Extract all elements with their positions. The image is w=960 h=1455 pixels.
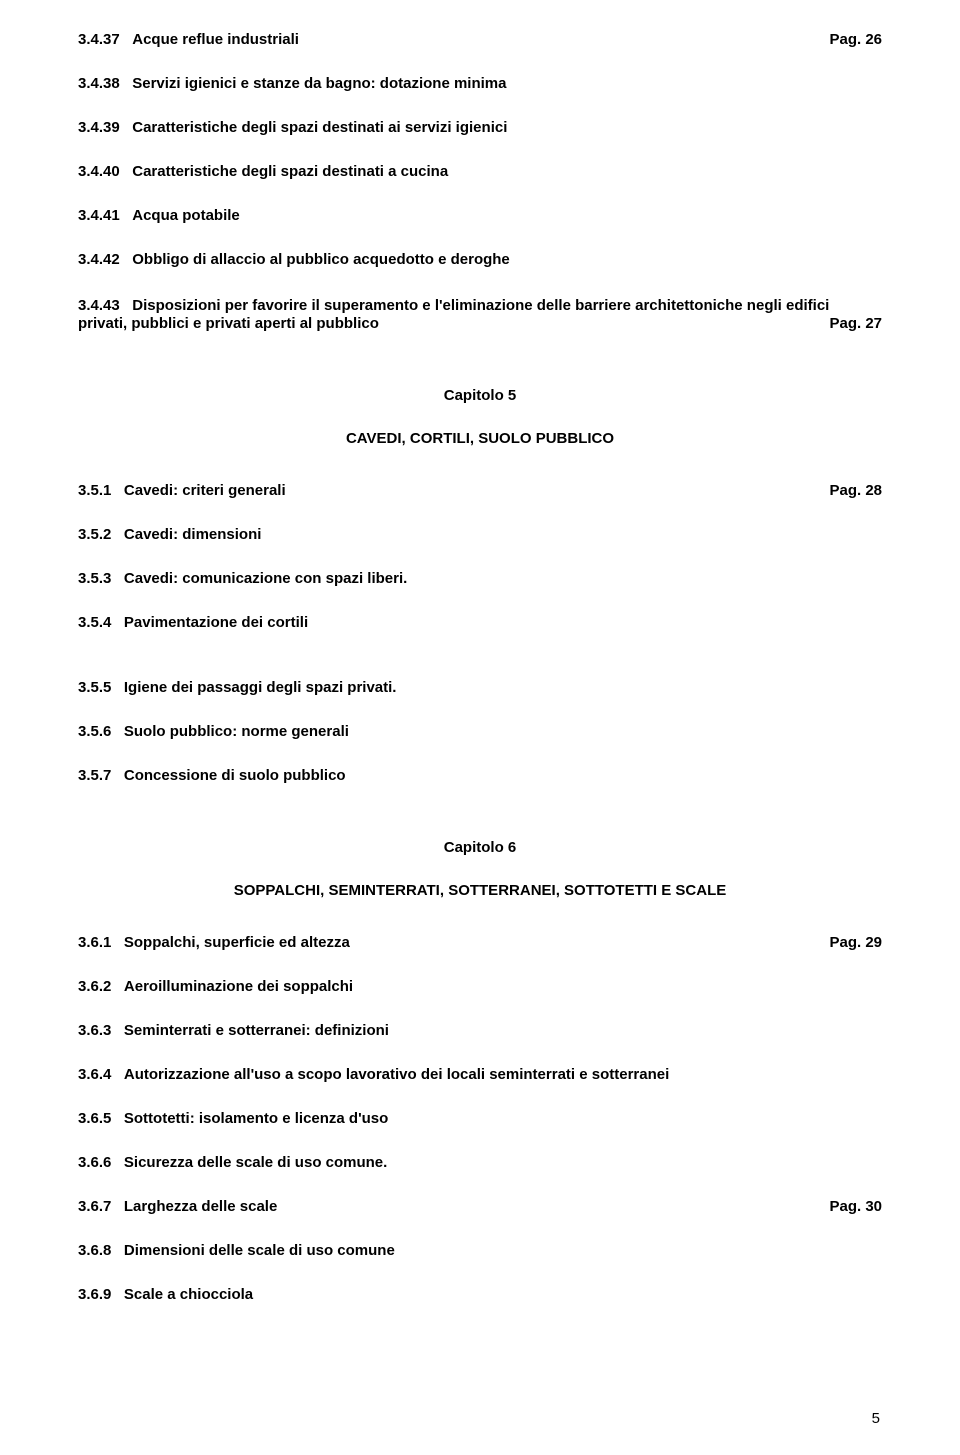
toc-title: Cavedi: dimensioni — [124, 526, 262, 543]
toc-row: 3.5.1 Cavedi: criteri generali Pag. 28 — [78, 483, 882, 498]
toc-row: 3.4.39 Caratteristiche degli spazi desti… — [78, 120, 882, 135]
toc-title: Cavedi: criteri generali — [124, 482, 286, 499]
toc-number: 3.6.6 — [78, 1155, 111, 1170]
toc-title: Autorizzazione all'uso a scopo lavorativ… — [124, 1066, 669, 1083]
toc-number: 3.5.3 — [78, 571, 111, 586]
toc-row: 3.4.37 Acque reflue industriali Pag. 26 — [78, 32, 882, 47]
toc-number: 3.5.2 — [78, 527, 111, 542]
toc-title: Cavedi: comunicazione con spazi liberi. — [124, 570, 407, 587]
toc-number: 3.5.5 — [78, 680, 111, 695]
toc-row: 3.6.8 Dimensioni delle scale di uso comu… — [78, 1243, 882, 1258]
toc-row: 3.6.7 Larghezza delle scale Pag. 30 — [78, 1199, 882, 1214]
toc-number: 3.6.3 — [78, 1023, 111, 1038]
chapter-title: SOPPALCHI, SEMINTERRATI, SOTTERRANEI, SO… — [78, 882, 882, 899]
toc-page: Pag. 29 — [813, 935, 882, 950]
toc-title-line1: Disposizioni per favorire il superamento… — [132, 297, 829, 314]
toc-row: 3.5.4 Pavimentazione dei cortili — [78, 615, 882, 630]
toc-title: Caratteristiche degli spazi destinati ai… — [132, 119, 507, 136]
toc-number: 3.6.7 — [78, 1199, 111, 1214]
chapter-number: Capitolo 5 — [78, 387, 882, 404]
toc-row: 3.5.6 Suolo pubblico: norme generali — [78, 724, 882, 739]
toc-row: 3.6.9 Scale a chiocciola — [78, 1287, 882, 1302]
toc-row: 3.5.7 Concessione di suolo pubblico — [78, 768, 882, 783]
toc-row: 3.6.3 Seminterrati e sotterranei: defini… — [78, 1023, 882, 1038]
toc-title: Seminterrati e sotterranei: definizioni — [124, 1022, 389, 1039]
toc-number: 3.4.38 — [78, 76, 120, 91]
toc-number: 3.4.41 — [78, 208, 120, 223]
toc-page: Pag. 26 — [813, 32, 882, 47]
toc-title: Caratteristiche degli spazi destinati a … — [132, 163, 448, 180]
toc-row: 3.5.5 Igiene dei passaggi degli spazi pr… — [78, 680, 882, 695]
toc-row: 3.6.4 Autorizzazione all'uso a scopo lav… — [78, 1067, 882, 1082]
toc-row: 3.4.40 Caratteristiche degli spazi desti… — [78, 164, 882, 179]
toc-title: Sicurezza delle scale di uso comune. — [124, 1154, 387, 1171]
page: 3.4.37 Acque reflue industriali Pag. 26 … — [0, 0, 960, 1455]
toc-number: 3.4.43 — [78, 296, 120, 316]
toc-number: 3.5.1 — [78, 483, 111, 498]
toc-row: 3.4.38 Servizi igienici e stanze da bagn… — [78, 76, 882, 91]
toc-number: 3.6.2 — [78, 979, 111, 994]
toc-row: 3.4.41 Acqua potabile — [78, 208, 882, 223]
toc-row: 3.5.2 Cavedi: dimensioni — [78, 527, 882, 542]
toc-row: 3.6.1 Soppalchi, superficie ed altezza P… — [78, 935, 882, 950]
toc-number: 3.5.6 — [78, 724, 111, 739]
toc-title: Scale a chiocciola — [124, 1286, 253, 1303]
toc-number: 3.6.8 — [78, 1243, 111, 1258]
toc-page: Pag. 28 — [813, 483, 882, 498]
toc-number: 3.5.4 — [78, 615, 111, 630]
toc-title: Larghezza delle scale — [124, 1198, 277, 1215]
toc-number: 3.4.42 — [78, 252, 120, 267]
toc-title: Sottotetti: isolamento e licenza d'uso — [124, 1110, 388, 1127]
toc-title: Obbligo di allaccio al pubblico acquedot… — [132, 251, 510, 268]
toc-row: 3.4.42 Obbligo di allaccio al pubblico a… — [78, 252, 882, 267]
toc-title: Servizi igienici e stanze da bagno: dota… — [132, 75, 506, 92]
chapter-title: CAVEDI, CORTILI, SUOLO PUBBLICO — [78, 430, 882, 447]
toc-number: 3.6.4 — [78, 1067, 111, 1082]
toc-title: Igiene dei passaggi degli spazi privati. — [124, 679, 397, 696]
chapter-number: Capitolo 6 — [78, 839, 882, 856]
toc-row: 3.6.6 Sicurezza delle scale di uso comun… — [78, 1155, 882, 1170]
toc-page: Pag. 30 — [813, 1199, 882, 1214]
toc-number: 3.4.40 — [78, 164, 120, 179]
toc-number: 3.5.7 — [78, 768, 111, 783]
toc-title: Dimensioni delle scale di uso comune — [124, 1242, 395, 1259]
toc-number: 3.6.5 — [78, 1111, 111, 1126]
toc-number: 3.6.1 — [78, 935, 111, 950]
toc-title-line2: privati, pubblici e privati aperti al pu… — [78, 316, 813, 331]
toc-title: Acqua potabile — [132, 207, 240, 224]
toc-title: Aeroilluminazione dei soppalchi — [124, 978, 353, 995]
toc-row: 3.5.3 Cavedi: comunicazione con spazi li… — [78, 571, 882, 586]
toc-number: 3.6.9 — [78, 1287, 111, 1302]
toc-row-multiline: 3.4.43 Disposizioni per favorire il supe… — [78, 296, 882, 331]
page-number: 5 — [872, 1410, 880, 1427]
toc-row: 3.6.5 Sottotetti: isolamento e licenza d… — [78, 1111, 882, 1126]
toc-title: Suolo pubblico: norme generali — [124, 723, 349, 740]
toc-page: Pag. 27 — [813, 316, 882, 331]
toc-title: Pavimentazione dei cortili — [124, 614, 308, 631]
toc-number: 3.4.37 — [78, 32, 120, 47]
toc-title: Acque reflue industriali — [132, 31, 299, 48]
toc-row: 3.6.2 Aeroilluminazione dei soppalchi — [78, 979, 882, 994]
toc-number: 3.4.39 — [78, 120, 120, 135]
toc-title: Soppalchi, superficie ed altezza — [124, 934, 350, 951]
toc-title: Concessione di suolo pubblico — [124, 767, 346, 784]
